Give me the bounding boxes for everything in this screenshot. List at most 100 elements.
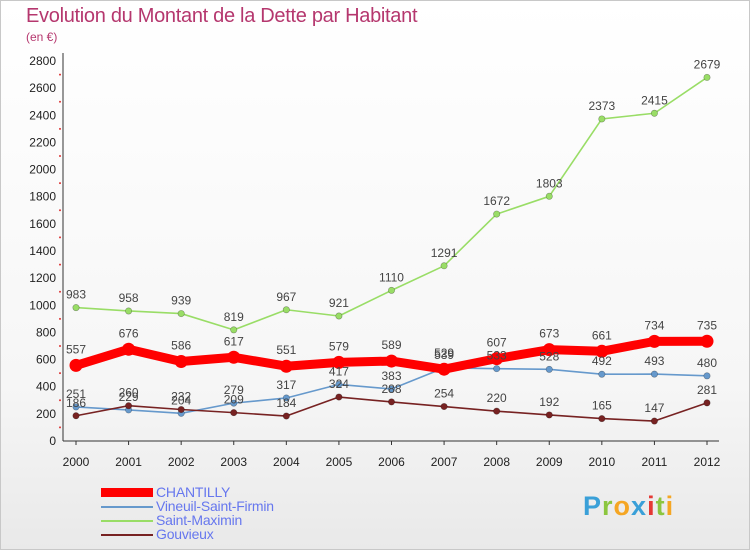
data-point [69, 358, 83, 372]
data-point [493, 210, 501, 218]
data-point [279, 359, 293, 373]
data-label: 220 [487, 391, 507, 405]
data-point [387, 398, 395, 406]
y-tick-label: 2400 [29, 108, 56, 122]
data-point [335, 312, 343, 320]
y-tick-label: 1200 [29, 271, 56, 285]
y-tick-label: 1800 [29, 190, 56, 204]
logo-letter: t [655, 491, 666, 521]
data-label: 251 [66, 387, 86, 401]
data-label: 983 [66, 288, 86, 302]
data-label: 204 [171, 393, 191, 407]
y-minor-tick [59, 426, 61, 429]
data-point [647, 334, 661, 348]
y-tick-label: 1000 [29, 298, 56, 312]
chart-data-labels: 983 958 939 819 967 921 1110 1291 1672 1803 2373 24… [66, 57, 721, 415]
data-point [650, 370, 658, 378]
y-minor-tick [59, 155, 61, 157]
data-point [177, 310, 185, 318]
data-point [282, 394, 290, 402]
data-label: 186 [66, 396, 86, 410]
x-tick-label: 2010 [588, 455, 615, 469]
data-point [230, 399, 238, 407]
legend-swatch [101, 506, 153, 508]
data-point [227, 350, 241, 364]
x-tick-label: 2003 [220, 455, 247, 469]
data-point [125, 402, 133, 410]
legend-label: Gouvieux [156, 526, 214, 542]
data-point [598, 415, 606, 423]
data-label: 147 [644, 401, 664, 415]
data-point [703, 73, 711, 81]
data-label: 528 [539, 349, 559, 363]
y-tick-label: 600 [36, 353, 56, 367]
data-point [335, 380, 343, 388]
chart-subtitle: (en €) [26, 30, 58, 44]
data-label: 579 [329, 339, 349, 353]
data-label: 288 [381, 382, 401, 396]
data-point [122, 342, 136, 356]
data-point [387, 286, 395, 294]
data-label: 589 [381, 338, 401, 352]
data-label: 921 [329, 296, 349, 310]
data-label: 617 [224, 334, 244, 348]
data-label: 735 [697, 318, 717, 332]
legend-swatch [101, 488, 153, 497]
data-label: 551 [276, 343, 296, 357]
logo-letter: o [613, 491, 632, 521]
data-point [545, 411, 553, 419]
y-tick-label: 1600 [29, 217, 56, 231]
data-point [545, 192, 553, 200]
x-tick-label: 2002 [168, 455, 195, 469]
data-point [493, 407, 501, 415]
legend-swatch [101, 534, 153, 536]
y-minor-tick [59, 317, 61, 320]
y-tick-label: 200 [36, 407, 56, 421]
data-label: 607 [487, 336, 507, 350]
data-point [282, 412, 290, 420]
data-label: 533 [487, 349, 507, 363]
data-point [703, 399, 711, 407]
data-label: 492 [592, 354, 612, 368]
data-point [385, 354, 398, 368]
y-minor-tick [59, 73, 61, 76]
data-label: 734 [644, 318, 664, 332]
data-point [230, 326, 238, 334]
x-tick-label: 2008 [483, 455, 510, 469]
y-minor-tick [59, 372, 61, 375]
x-tick-label: 2006 [378, 455, 405, 469]
data-label: 232 [171, 390, 191, 404]
data-point [490, 352, 504, 366]
chart-series [69, 73, 714, 425]
chart-axes: 0 200 400 600 800 1000 1200 1400 1600 1800 2000 220… [29, 53, 721, 469]
data-label: 260 [119, 386, 139, 400]
data-label: 676 [119, 326, 139, 340]
x-tick-label: 2004 [273, 455, 300, 469]
y-tick-label: 2600 [29, 81, 56, 95]
data-label: 480 [697, 356, 717, 370]
logo-letter: i [647, 491, 656, 521]
data-label: 661 [592, 328, 612, 342]
data-point [335, 393, 343, 401]
data-label: 557 [66, 342, 86, 356]
data-point [72, 412, 80, 420]
data-point [650, 417, 658, 425]
data-label: 819 [224, 310, 244, 324]
x-tick-label: 2012 [694, 455, 721, 469]
data-label: 254 [434, 387, 454, 401]
x-tick-label: 2011 [642, 455, 668, 469]
data-label: 317 [276, 378, 296, 392]
data-point [598, 370, 606, 378]
data-label: 673 [539, 327, 559, 341]
legend-label: Saint-Maximin [156, 512, 243, 528]
y-minor-tick [59, 345, 61, 347]
y-tick-label: 400 [36, 380, 56, 394]
y-minor-tick [59, 100, 61, 103]
data-label: 1291 [431, 246, 458, 260]
data-point [177, 406, 185, 414]
legend-label: CHANTILLY [156, 484, 231, 500]
y-minor-tick [59, 290, 61, 293]
y-tick-label: 2800 [29, 54, 56, 68]
data-label: 2679 [694, 57, 721, 71]
